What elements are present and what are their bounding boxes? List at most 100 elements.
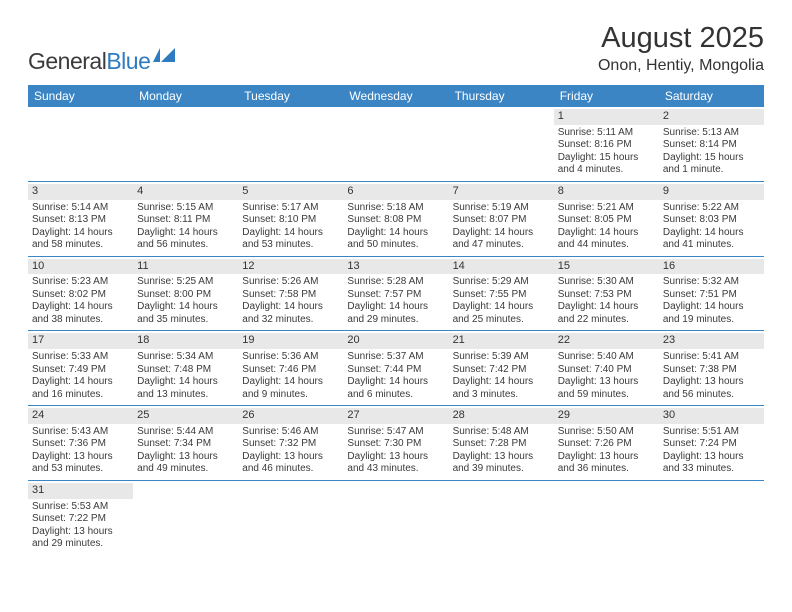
day-cell: 9Sunrise: 5:22 AMSunset: 8:03 PMDaylight… <box>659 182 764 256</box>
sunset-line: Sunset: 7:49 PM <box>32 364 129 377</box>
flag-icon <box>153 48 175 67</box>
day-cell: 21Sunrise: 5:39 AMSunset: 7:42 PMDayligh… <box>449 331 554 405</box>
day-number: 10 <box>28 259 133 275</box>
day-cell: 23Sunrise: 5:41 AMSunset: 7:38 PMDayligh… <box>659 331 764 405</box>
week-row: 3Sunrise: 5:14 AMSunset: 8:13 PMDaylight… <box>28 182 764 257</box>
daylight-line: Daylight: 14 hours and 44 minutes. <box>558 227 655 252</box>
sunset-line: Sunset: 8:03 PM <box>663 214 760 227</box>
weekday-header: Saturday <box>659 85 764 107</box>
daylight-line: Daylight: 14 hours and 50 minutes. <box>347 227 444 252</box>
day-cell: 30Sunrise: 5:51 AMSunset: 7:24 PMDayligh… <box>659 406 764 480</box>
day-number: 19 <box>238 333 343 349</box>
day-cell: 5Sunrise: 5:17 AMSunset: 8:10 PMDaylight… <box>238 182 343 256</box>
daylight-line: Daylight: 13 hours and 53 minutes. <box>32 451 129 476</box>
sunrise-line: Sunrise: 5:37 AM <box>347 351 444 364</box>
empty-cell <box>238 107 343 181</box>
sunrise-line: Sunrise: 5:44 AM <box>137 426 234 439</box>
sunset-line: Sunset: 8:10 PM <box>242 214 339 227</box>
empty-cell <box>449 107 554 181</box>
sunrise-line: Sunrise: 5:29 AM <box>453 276 550 289</box>
sunset-line: Sunset: 7:51 PM <box>663 289 760 302</box>
sunset-line: Sunset: 7:53 PM <box>558 289 655 302</box>
daylight-line: Daylight: 14 hours and 41 minutes. <box>663 227 760 252</box>
sunrise-line: Sunrise: 5:15 AM <box>137 202 234 215</box>
week-row: 17Sunrise: 5:33 AMSunset: 7:49 PMDayligh… <box>28 331 764 406</box>
daylight-line: Daylight: 14 hours and 47 minutes. <box>453 227 550 252</box>
sunrise-line: Sunrise: 5:47 AM <box>347 426 444 439</box>
empty-cell <box>133 107 238 181</box>
sunset-line: Sunset: 7:57 PM <box>347 289 444 302</box>
sunset-line: Sunset: 7:22 PM <box>32 513 129 526</box>
week-row: 1Sunrise: 5:11 AMSunset: 8:16 PMDaylight… <box>28 107 764 182</box>
sunrise-line: Sunrise: 5:30 AM <box>558 276 655 289</box>
sunrise-line: Sunrise: 5:18 AM <box>347 202 444 215</box>
sunrise-line: Sunrise: 5:28 AM <box>347 276 444 289</box>
day-cell: 6 Sunrise: 5:18 AMSunset: 8:08 PMDaylight… <box>343 182 448 256</box>
day-number: 26 <box>238 408 343 424</box>
sunrise-line: Sunrise: 5:17 AM <box>242 202 339 215</box>
day-number: 29 <box>554 408 659 424</box>
day-cell: 1Sunrise: 5:11 AMSunset: 8:16 PMDaylight… <box>554 107 659 181</box>
day-number: 5 <box>238 184 343 200</box>
sunrise-line: Sunrise: 5:34 AM <box>137 351 234 364</box>
sunset-line: Sunset: 7:44 PM <box>347 364 444 377</box>
sunset-line: Sunset: 8:05 PM <box>558 214 655 227</box>
weekday-row: SundayMondayTuesdayWednesdayThursdayFrid… <box>28 85 764 107</box>
sunrise-line: Sunrise: 5:11 AM <box>558 127 655 140</box>
day-number: 12 <box>238 259 343 275</box>
day-cell: 8Sunrise: 5:21 AMSunset: 8:05 PMDaylight… <box>554 182 659 256</box>
sunrise-line: Sunrise: 5:48 AM <box>453 426 550 439</box>
sunset-line: Sunset: 7:24 PM <box>663 438 760 451</box>
empty-cell <box>343 107 448 181</box>
day-number: 11 <box>133 259 238 275</box>
day-cell: 4Sunrise: 5:15 AMSunset: 8:11 PMDaylight… <box>133 182 238 256</box>
sunset-line: Sunset: 8:08 PM <box>347 214 444 227</box>
day-number: 14 <box>449 259 554 275</box>
day-number: 23 <box>659 333 764 349</box>
sunrise-line: Sunrise: 5:46 AM <box>242 426 339 439</box>
weekday-header: Wednesday <box>343 85 448 107</box>
daylight-line: Daylight: 13 hours and 33 minutes. <box>663 451 760 476</box>
sunset-line: Sunset: 8:16 PM <box>558 139 655 152</box>
sunset-line: Sunset: 7:42 PM <box>453 364 550 377</box>
day-number: 31 <box>28 483 133 499</box>
sunrise-line: Sunrise: 5:53 AM <box>32 501 129 514</box>
daylight-line: Daylight: 13 hours and 29 minutes. <box>32 526 129 551</box>
sunset-line: Sunset: 7:55 PM <box>453 289 550 302</box>
sunrise-line: Sunrise: 5:32 AM <box>663 276 760 289</box>
weeks-grid: 1Sunrise: 5:11 AMSunset: 8:16 PMDaylight… <box>28 107 764 555</box>
empty-cell <box>449 481 554 555</box>
weekday-header: Monday <box>133 85 238 107</box>
day-number: 20 <box>343 333 448 349</box>
sunset-line: Sunset: 8:02 PM <box>32 289 129 302</box>
daylight-line: Daylight: 14 hours and 13 minutes. <box>137 376 234 401</box>
daylight-line: Daylight: 14 hours and 58 minutes. <box>32 227 129 252</box>
empty-cell <box>343 481 448 555</box>
sunrise-line: Sunrise: 5:40 AM <box>558 351 655 364</box>
daylight-line: Daylight: 15 hours and 4 minutes. <box>558 152 655 177</box>
sunset-line: Sunset: 8:00 PM <box>137 289 234 302</box>
header: General Blue August 2025 Onon, Hentiy, M… <box>0 0 792 85</box>
day-number: 27 <box>343 408 448 424</box>
day-cell: 17Sunrise: 5:33 AMSunset: 7:49 PMDayligh… <box>28 331 133 405</box>
day-cell: 11Sunrise: 5:25 AMSunset: 8:00 PMDayligh… <box>133 257 238 331</box>
day-number: 17 <box>28 333 133 349</box>
day-number: 28 <box>449 408 554 424</box>
day-cell: 16Sunrise: 5:32 AMSunset: 7:51 PMDayligh… <box>659 257 764 331</box>
day-cell: 26Sunrise: 5:46 AMSunset: 7:32 PMDayligh… <box>238 406 343 480</box>
day-cell: 12Sunrise: 5:26 AMSunset: 7:58 PMDayligh… <box>238 257 343 331</box>
weekday-header: Sunday <box>28 85 133 107</box>
daylight-line: Daylight: 14 hours and 6 minutes. <box>347 376 444 401</box>
day-cell: 10Sunrise: 5:23 AMSunset: 8:02 PMDayligh… <box>28 257 133 331</box>
sunset-line: Sunset: 7:36 PM <box>32 438 129 451</box>
day-number: 6 <box>343 184 448 200</box>
sunrise-line: Sunrise: 5:50 AM <box>558 426 655 439</box>
sunrise-line: Sunrise: 5:36 AM <box>242 351 339 364</box>
daylight-line: Daylight: 13 hours and 43 minutes. <box>347 451 444 476</box>
weekday-header: Thursday <box>449 85 554 107</box>
day-number: 4 <box>133 184 238 200</box>
sunset-line: Sunset: 7:30 PM <box>347 438 444 451</box>
day-cell: 24Sunrise: 5:43 AMSunset: 7:36 PMDayligh… <box>28 406 133 480</box>
daylight-line: Daylight: 14 hours and 19 minutes. <box>663 301 760 326</box>
day-cell: 18Sunrise: 5:34 AMSunset: 7:48 PMDayligh… <box>133 331 238 405</box>
